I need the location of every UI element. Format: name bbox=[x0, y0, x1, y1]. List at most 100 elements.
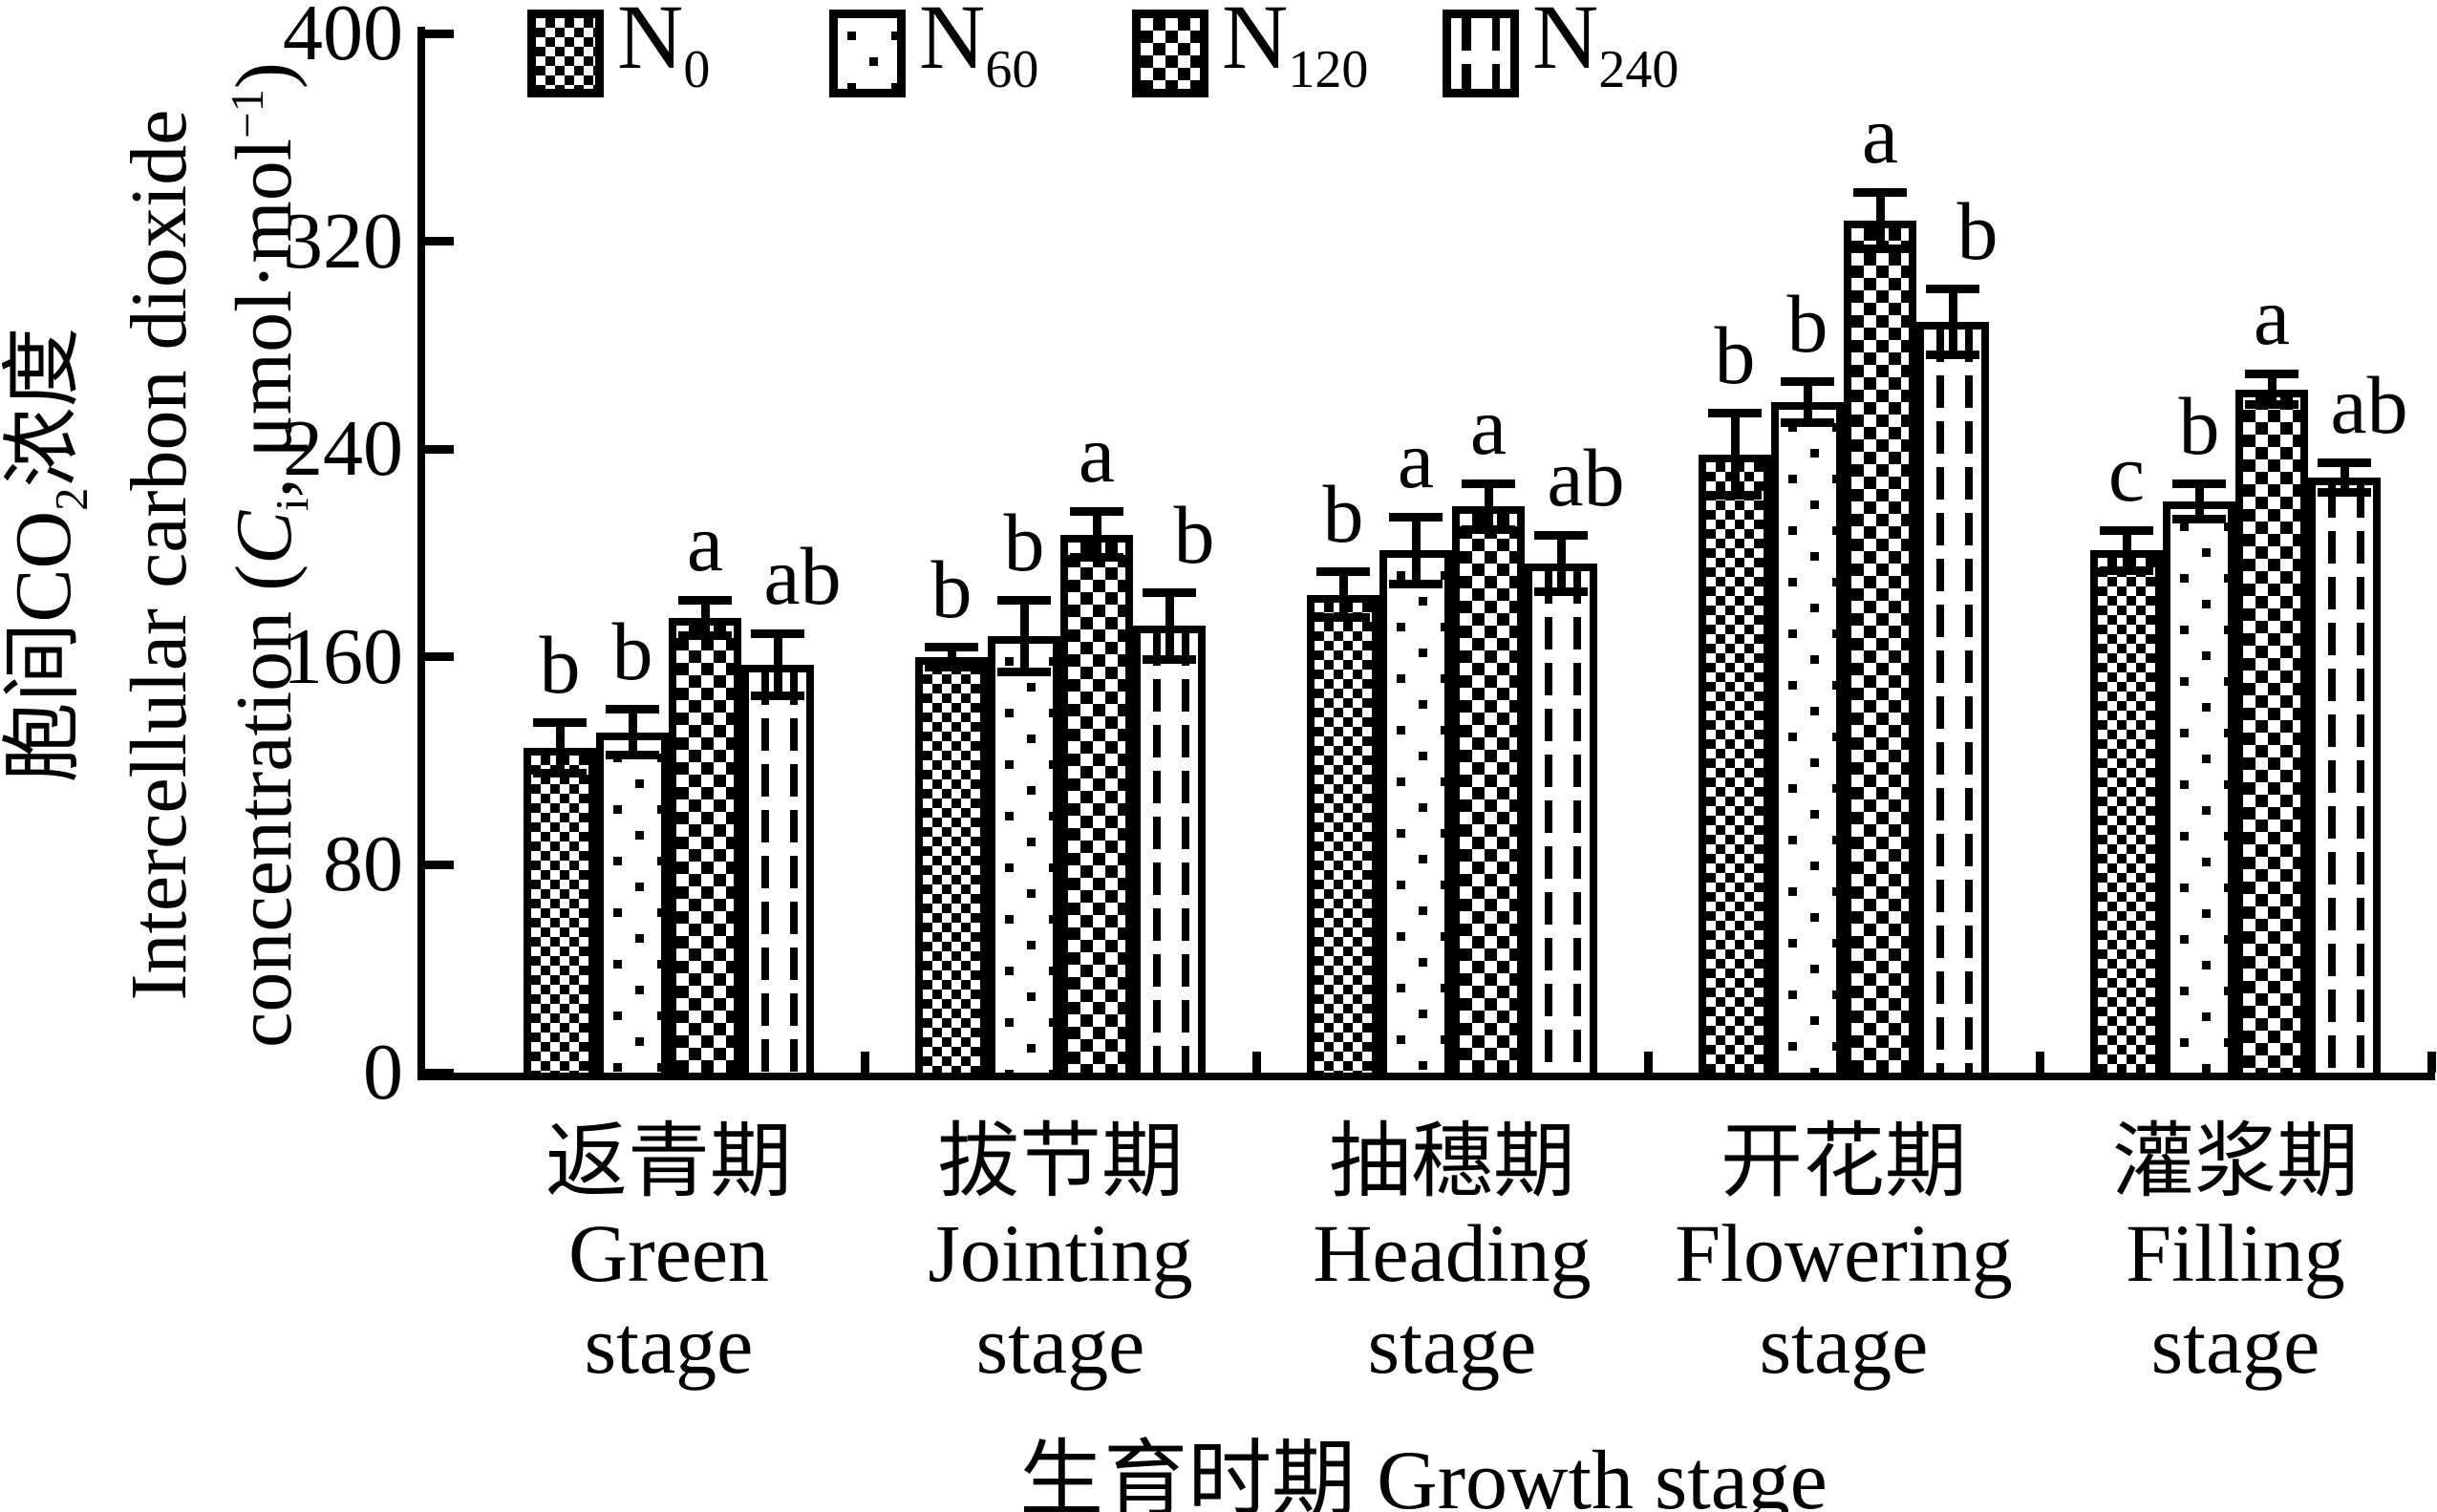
y-axis-tick-label: 400 bbox=[283, 0, 403, 77]
x-category-label-heading: 抽穗期 Heading stage bbox=[1261, 1116, 1643, 1391]
x-category-label-line: 拔节期 bbox=[937, 1116, 1184, 1207]
y-axis-tick bbox=[425, 652, 454, 662]
bar-n120-jointing bbox=[1060, 534, 1133, 1080]
legend-label-n0: N0 bbox=[617, 0, 711, 100]
legend-swatch-checker-icon bbox=[527, 10, 604, 97]
error-bar-cap-bottom bbox=[925, 662, 978, 671]
error-bar-cap-bottom bbox=[1853, 244, 1907, 253]
x-category-label-line: Heading bbox=[1313, 1207, 1592, 1299]
error-bar-cap-bottom bbox=[2318, 488, 2371, 498]
x-category-label-line: Green bbox=[567, 1207, 770, 1299]
error-bar-cap-top bbox=[2318, 458, 2371, 467]
error-bar-stem bbox=[1338, 571, 1348, 618]
bar-n240-heading bbox=[1525, 563, 1597, 1080]
error-bar-cap-bottom bbox=[1462, 524, 1515, 534]
significance-letter: a bbox=[1469, 379, 1507, 472]
error-bar-cap-bottom bbox=[1389, 579, 1443, 588]
error-bar-cap-bottom bbox=[1926, 351, 1979, 360]
x-axis-title: 生育时期 Growth stage bbox=[1019, 1435, 1828, 1512]
legend-item-n120: N120 bbox=[1132, 0, 1368, 101]
error-bar-cap-top bbox=[1853, 187, 1907, 197]
error-bar-cap-top bbox=[1070, 507, 1123, 517]
bar-n60-heading bbox=[1379, 550, 1452, 1080]
x-category-label-jointing: 拔节期 Jointing stage bbox=[869, 1116, 1251, 1391]
legend-label-n60: N60 bbox=[919, 0, 1039, 100]
error-bar-stem bbox=[1948, 287, 1957, 356]
error-bar-cap-bottom bbox=[606, 751, 659, 760]
error-bar-stem bbox=[1019, 599, 1029, 673]
y-axis-tick-label: 0 bbox=[363, 1028, 403, 1117]
error-bar-stem bbox=[1730, 413, 1740, 497]
significance-letter: b bbox=[539, 618, 581, 711]
error-bar-cap-top bbox=[2245, 370, 2298, 379]
significance-letter: b bbox=[1173, 488, 1215, 581]
legend-item-n60: N60 bbox=[829, 0, 1038, 101]
error-bar-cap-top bbox=[678, 595, 732, 605]
error-bar-cap-bottom bbox=[533, 769, 587, 778]
y-axis-tick bbox=[425, 29, 454, 38]
x-category-label-green: 返青期 Green stage bbox=[478, 1116, 860, 1391]
legend-swatch-dots-icon bbox=[829, 10, 906, 97]
x-category-label-line: stage bbox=[975, 1299, 1145, 1391]
x-category-label-line: 灌浆期 bbox=[2112, 1116, 2359, 1207]
x-category-label-line: 开花期 bbox=[1721, 1116, 1967, 1207]
y-axis-tick bbox=[425, 1068, 454, 1077]
error-bar-stem bbox=[1484, 482, 1493, 530]
bar-n60-flowering bbox=[1771, 402, 1844, 1080]
x-category-label-line: stage bbox=[584, 1299, 754, 1391]
significance-letter: a bbox=[1397, 413, 1435, 505]
x-axis-tick bbox=[1252, 1052, 1261, 1073]
significance-letter: b bbox=[1714, 309, 1756, 402]
x-category-label-line: Jointing bbox=[928, 1207, 1193, 1299]
error-bar-stem bbox=[1875, 191, 1885, 249]
error-bar-stem bbox=[947, 646, 956, 668]
y-axis-tick-label: 240 bbox=[283, 404, 403, 494]
error-bar-stem bbox=[700, 599, 710, 637]
legend-swatch-dash-icon bbox=[1443, 10, 1519, 97]
y-axis-tick-label: 320 bbox=[283, 196, 403, 286]
significance-letter: a bbox=[2253, 270, 2291, 363]
legend-item-n0: N0 bbox=[527, 0, 710, 101]
y-axis-tick-label: 160 bbox=[283, 611, 403, 701]
bar-n120-heading bbox=[1452, 506, 1525, 1080]
legend-item-n240: N240 bbox=[1443, 0, 1678, 101]
error-bar-cap-top bbox=[925, 642, 978, 651]
significance-letter: a bbox=[1861, 88, 1899, 181]
error-bar-cap-bottom bbox=[1534, 586, 1588, 596]
bar-n60-jointing bbox=[988, 636, 1060, 1080]
legend-label-n240: N240 bbox=[1532, 0, 1679, 100]
bar-n120-filling bbox=[2235, 389, 2308, 1080]
error-bar-stem bbox=[2340, 461, 2349, 494]
significance-letter: a bbox=[686, 496, 724, 588]
error-bar-cap-top bbox=[1781, 377, 1834, 387]
x-axis-tick bbox=[861, 1052, 869, 1073]
error-bar-stem bbox=[2194, 482, 2204, 520]
x-axis-tick bbox=[1644, 1052, 1653, 1073]
x-category-label-line: Filling bbox=[2126, 1207, 2345, 1299]
error-bar-stem bbox=[1556, 534, 1566, 592]
x-axis-tick bbox=[2427, 1052, 2436, 1073]
error-bar-cap-top bbox=[1389, 512, 1443, 522]
legend-swatch-diamond-icon bbox=[1132, 10, 1208, 97]
bar-n120-green bbox=[669, 618, 741, 1080]
error-bar-cap-bottom bbox=[1070, 553, 1123, 563]
error-bar-cap-bottom bbox=[1143, 654, 1196, 664]
error-bar-stem bbox=[773, 633, 782, 696]
error-bar-stem bbox=[1803, 381, 1812, 423]
error-bar-cap-top bbox=[533, 717, 587, 727]
error-bar-cap-bottom bbox=[2100, 566, 2153, 576]
x-category-label-line: stage bbox=[2150, 1299, 2320, 1391]
error-bar-cap-top bbox=[1143, 587, 1196, 597]
error-bar-stem bbox=[555, 721, 565, 775]
y-axis-tick bbox=[425, 860, 454, 869]
error-bar-cap-top bbox=[1708, 409, 1762, 418]
error-bar-cap-bottom bbox=[1708, 491, 1762, 500]
x-category-label-line: stage bbox=[1759, 1299, 1929, 1391]
x-category-label-filling: 灌浆期 Filling stage bbox=[2044, 1116, 2426, 1391]
error-bar-cap-top bbox=[606, 705, 659, 714]
error-bar-cap-bottom bbox=[2245, 399, 2298, 409]
x-category-label-line: stage bbox=[1367, 1299, 1537, 1391]
error-bar-stem bbox=[2122, 529, 2131, 572]
